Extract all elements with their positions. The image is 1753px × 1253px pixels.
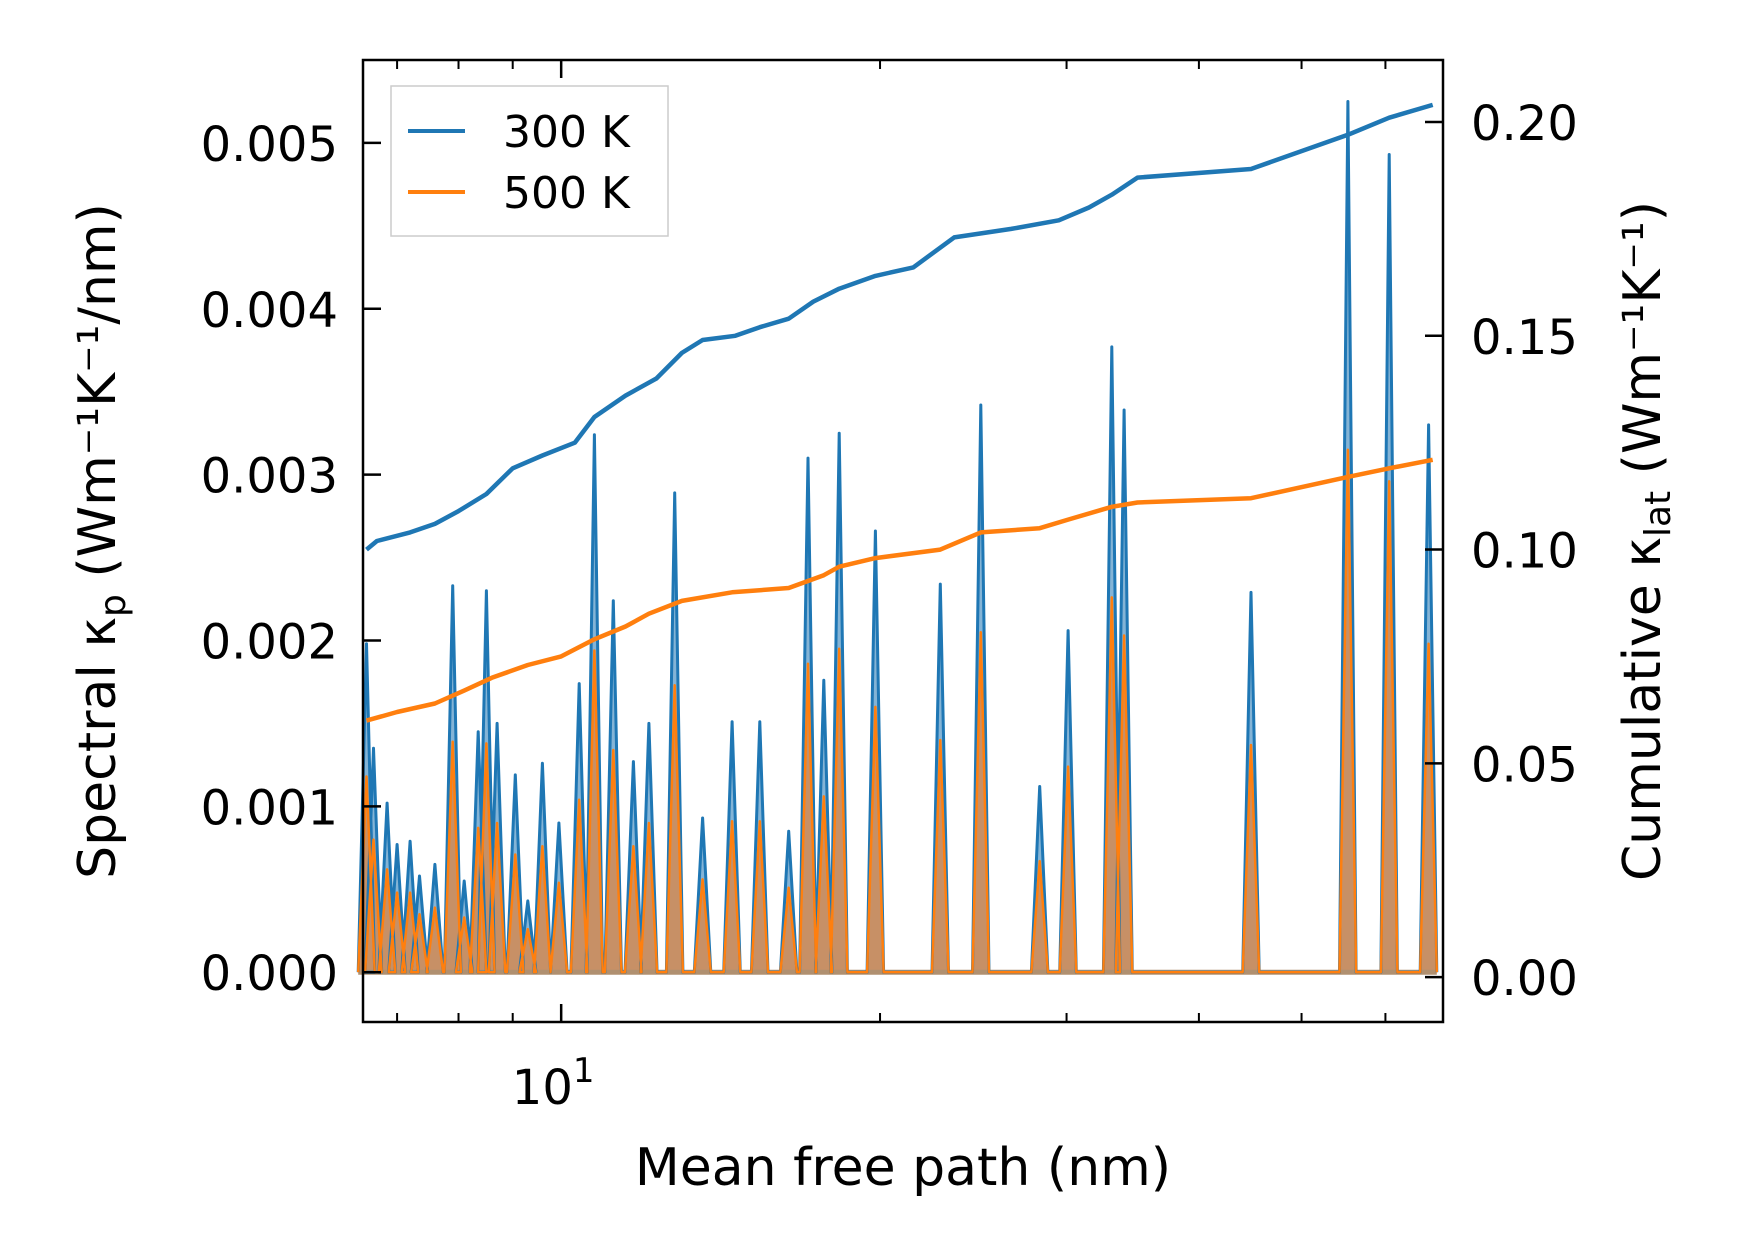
x-axis-label: Mean free path (nm)	[635, 1138, 1171, 1198]
y-left-axis-label: Spectral κp (Wm⁻¹K⁻¹/nm)	[68, 203, 134, 879]
cumulative-line-layer	[365, 102, 1434, 723]
legend-box	[390, 85, 669, 237]
y-right-label-sub: lat	[1638, 491, 1679, 537]
y-right-label-units: (Wm⁻¹K⁻¹)	[1613, 201, 1673, 491]
spectral-line-500k	[356, 448, 1439, 974]
cumulative-line-500k	[365, 457, 1434, 723]
legend-label-300k: 300 K	[503, 107, 631, 158]
y-right-label-main: Cumulative κ	[1613, 537, 1673, 881]
x-tick-label: 101	[512, 1051, 595, 1116]
spectral-line-layer	[356, 100, 1439, 974]
cumulative-line-300k	[365, 102, 1434, 552]
plot-frame	[361, 58, 1445, 1024]
legend-label-500k: 500 K	[503, 168, 631, 219]
y-left-label-sub: p	[93, 594, 134, 617]
y-left-tick-label: 0.000	[201, 946, 338, 1002]
legend: 300 K 500 K	[390, 85, 669, 237]
y-right-tick-label: 0.20	[1471, 96, 1578, 152]
y-right-axis-label: Cumulative κlat (Wm⁻¹K⁻¹)	[1613, 201, 1679, 881]
y-right-tick-label: 0.00	[1471, 951, 1578, 1007]
y-left-tick-label: 0.003	[201, 449, 338, 505]
y-left-tick-label: 0.002	[201, 615, 338, 671]
y-right-tick-label: 0.10	[1471, 524, 1578, 580]
y-right-tick-label: 0.05	[1471, 737, 1578, 793]
y-left-label-main: Spectral κ	[68, 617, 128, 879]
y-left-tick-label: 0.005	[201, 117, 338, 173]
x-tick-label-base: 10	[512, 1060, 573, 1116]
x-tick-label-exponent: 1	[573, 1051, 595, 1091]
y-left-tick-label: 0.001	[201, 780, 338, 836]
tick-layer	[363, 60, 1443, 1022]
y-left-tick-label: 0.004	[201, 283, 338, 339]
y-left-label-units: (Wm⁻¹K⁻¹/nm)	[68, 203, 128, 594]
y-right-tick-label: 0.15	[1471, 310, 1578, 366]
tick-label-layer: 0.000 0.001 0.002 0.003 0.004 0.005 0.00 0.05 0.…	[201, 96, 1578, 1116]
